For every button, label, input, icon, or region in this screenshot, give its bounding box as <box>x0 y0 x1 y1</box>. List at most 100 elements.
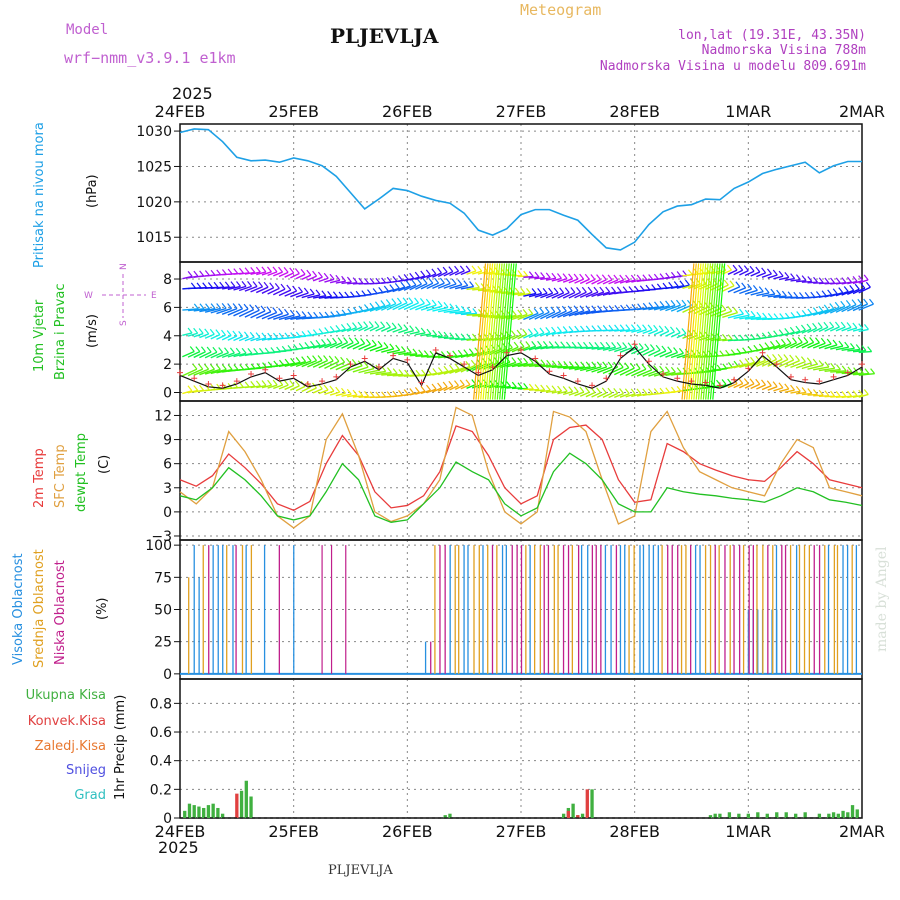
wind-barb-flag <box>797 337 803 343</box>
wind-barb-flag <box>470 359 476 366</box>
wind-barb <box>426 282 439 290</box>
wind-barb-flag <box>648 388 654 395</box>
wind-barb-flag <box>187 385 193 392</box>
wind-gust-marker <box>773 361 780 368</box>
wind-barb-flag <box>732 264 738 271</box>
wind-barb <box>233 308 249 317</box>
wind-barb <box>534 345 548 350</box>
wind-barb-flag <box>465 265 471 272</box>
wind-barb <box>727 269 738 275</box>
wind-barb-flag <box>428 277 434 284</box>
precip-bar-total <box>239 790 244 818</box>
wind-gust-marker <box>503 349 510 356</box>
precip-bar-total <box>713 813 717 818</box>
wind-barb <box>619 328 630 333</box>
compass-n: N <box>119 263 129 270</box>
wind-barb-flag <box>630 324 636 330</box>
wind-barb <box>415 332 426 336</box>
wind-barb-flag <box>597 325 603 331</box>
wind-barb-flag <box>739 359 745 366</box>
wind-barb-flag <box>454 380 459 386</box>
wind-barb <box>596 392 607 398</box>
wind-barb <box>687 305 703 314</box>
wind-barb-flag <box>642 388 648 395</box>
wind-barb <box>182 390 193 395</box>
wind-barb-flag <box>232 303 238 309</box>
wind-barb-flag <box>673 347 679 353</box>
wind-barb <box>750 383 761 390</box>
wind-gust-marker <box>319 378 326 385</box>
wind-barb-flag <box>323 355 329 361</box>
wind-barb-flag <box>284 308 289 315</box>
wind-barb-flag <box>454 363 460 370</box>
credit-label: made by Angel <box>874 546 890 652</box>
wind-barb-flag <box>830 362 836 369</box>
wind-barb-flag <box>301 311 307 317</box>
wind-barb-flag <box>733 307 739 314</box>
wind-barb-flag <box>335 386 341 393</box>
date-label-bottom: 25FEB <box>268 822 319 841</box>
wind-barb-flag <box>800 324 806 331</box>
wind-barb-flag <box>613 274 619 281</box>
precip-bar-total <box>197 806 201 818</box>
precip-bar-total <box>775 812 779 818</box>
wind-barb-flag <box>834 301 840 308</box>
wind-barb-flag <box>795 274 801 281</box>
wind-gust-marker <box>702 379 709 386</box>
wind-barb <box>358 367 375 374</box>
wind-barb-flag <box>649 344 655 350</box>
wind-barb <box>420 282 434 290</box>
wind-barb-flag <box>396 297 402 304</box>
wind-barb <box>596 366 613 374</box>
wind-barb <box>648 329 658 335</box>
wind-barb-flag <box>744 309 750 316</box>
y-tick-label: 8 <box>163 272 172 288</box>
compass-w: W <box>84 291 93 301</box>
wind-barb <box>523 312 539 321</box>
wind-barb-flag <box>309 288 315 295</box>
wind-barb-flag <box>580 361 586 368</box>
cloud-panel: 0 25 50 75 100 <box>145 538 863 683</box>
wind-barb-flag <box>278 266 284 273</box>
wind-barb-flag <box>534 358 540 365</box>
wind-barb-flag <box>239 381 244 388</box>
wind-barb <box>767 294 781 298</box>
wind-barb <box>477 270 488 275</box>
wind-barb <box>807 364 824 370</box>
wind-barb-flag <box>439 277 445 284</box>
wind-barb-flag <box>608 324 614 331</box>
wind-barb-flag <box>418 349 424 356</box>
precip-bar-conv <box>235 793 239 818</box>
wind-barb-flag <box>406 347 412 354</box>
wind-barb-flag <box>432 368 438 374</box>
wind-barb <box>778 276 790 281</box>
wind-barb <box>511 362 528 368</box>
precip-bar-conv <box>566 810 571 818</box>
wind-barb <box>773 275 784 280</box>
wind-barb-flag <box>403 389 409 395</box>
wind-barb-flag <box>727 305 733 312</box>
wind-barb-flag <box>687 269 693 276</box>
wind-barb-flag <box>517 382 523 389</box>
wind-gust-marker <box>219 382 226 389</box>
wind-barb-flag <box>238 331 244 337</box>
wind-barb-flag <box>540 359 546 366</box>
compass-e: E <box>151 291 157 301</box>
wind-barb <box>847 303 863 312</box>
wind-barb <box>761 345 775 352</box>
wind-barb <box>574 291 587 299</box>
wind-barb <box>278 384 289 390</box>
wind-barb <box>579 291 593 299</box>
wind-barb <box>284 290 297 297</box>
model-elevation-label: Nadmorska Visina u modelu 809.691m <box>600 59 866 74</box>
wind-barb <box>460 312 477 316</box>
precip-bar-total <box>202 807 206 818</box>
wind-barb <box>227 308 243 316</box>
wind-barb <box>636 329 647 334</box>
wind-barb-flag <box>193 303 199 310</box>
wind-barb-flag <box>229 347 235 354</box>
wind-barb <box>449 366 465 375</box>
wind-barb-flag <box>832 339 838 346</box>
wind-barb <box>670 332 681 338</box>
wind-barb <box>369 345 383 352</box>
